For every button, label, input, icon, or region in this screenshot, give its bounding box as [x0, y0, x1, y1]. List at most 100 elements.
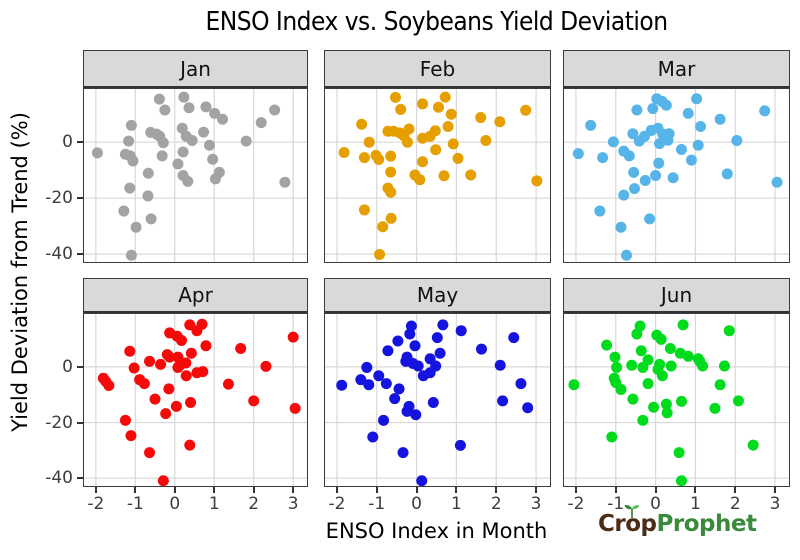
data-point — [397, 447, 409, 459]
data-point — [648, 401, 660, 413]
data-point — [437, 319, 449, 331]
x-tick-label: 1 — [689, 494, 701, 514]
data-point — [626, 359, 638, 371]
logo-text-crop: Crop — [598, 511, 657, 537]
data-point — [118, 205, 130, 217]
data-point — [355, 374, 367, 386]
x-tick-label: 3 — [530, 494, 542, 514]
facet-panel-jun — [563, 313, 790, 487]
chart-title: ENSO Index vs. Soybeans Yield Deviation — [205, 7, 668, 37]
data-point — [508, 332, 520, 344]
x-tick-label: 0 — [169, 494, 181, 514]
y-tick-label: -20 — [45, 412, 73, 433]
data-point — [522, 402, 534, 414]
data-point — [157, 475, 169, 486]
data-point — [142, 190, 154, 202]
data-point — [374, 248, 386, 260]
data-point — [338, 147, 350, 159]
data-point — [631, 104, 643, 116]
facet-panel-feb — [324, 88, 551, 263]
data-point — [125, 430, 137, 442]
data-point — [515, 378, 527, 390]
x-tick-label: 3 — [769, 494, 781, 514]
data-point — [127, 155, 139, 167]
x-tick-label: 2 — [490, 494, 502, 514]
data-point — [644, 213, 656, 225]
y-tick-mark — [77, 365, 83, 368]
data-point — [153, 93, 165, 105]
data-point — [200, 340, 212, 352]
data-point — [417, 98, 429, 110]
y-tick-label: -40 — [45, 468, 73, 489]
data-point — [417, 132, 429, 144]
data-point — [439, 91, 451, 103]
x-tick-label: -2 — [328, 494, 346, 514]
data-point — [585, 119, 597, 131]
data-point — [404, 328, 416, 340]
data-point — [660, 99, 672, 111]
data-point — [393, 383, 405, 395]
data-point — [615, 221, 627, 233]
data-point — [182, 175, 194, 187]
data-point — [392, 335, 404, 347]
data-point — [382, 345, 394, 357]
data-point — [480, 135, 492, 147]
data-point — [186, 135, 198, 147]
data-point — [410, 409, 422, 421]
data-point — [675, 475, 687, 486]
data-point — [650, 170, 662, 181]
data-point — [607, 136, 619, 148]
x-tick-label: 1 — [450, 494, 462, 514]
data-point — [358, 152, 370, 164]
data-point — [248, 395, 260, 407]
data-point — [412, 360, 424, 372]
y-tick-label: -40 — [45, 244, 73, 265]
data-point — [709, 402, 721, 414]
facet-strip-mar: Mar — [563, 50, 790, 88]
data-point — [431, 332, 443, 344]
data-point — [665, 360, 677, 372]
data-point — [656, 370, 668, 382]
x-tick-label: 2 — [729, 494, 741, 514]
data-point — [385, 150, 397, 162]
data-point — [207, 153, 219, 165]
data-point — [128, 362, 140, 374]
x-tick-mark — [173, 487, 176, 493]
x-tick-mark — [535, 487, 538, 493]
data-point — [675, 395, 687, 407]
data-point — [621, 249, 633, 261]
data-point — [675, 143, 687, 155]
data-point — [142, 167, 154, 179]
data-point — [627, 128, 639, 140]
data-point — [200, 101, 212, 113]
data-point — [389, 393, 401, 405]
data-point — [204, 139, 216, 151]
facet-plot-area — [564, 89, 789, 262]
data-point — [377, 221, 389, 233]
data-point — [395, 103, 407, 115]
data-point — [682, 107, 694, 119]
data-point — [240, 135, 252, 147]
x-tick-label: 1 — [208, 494, 220, 514]
data-point — [445, 108, 457, 120]
data-point — [714, 379, 726, 391]
data-point — [682, 350, 694, 362]
data-point — [531, 175, 543, 187]
data-point — [287, 331, 299, 343]
data-point — [164, 351, 176, 363]
data-point — [409, 340, 421, 352]
data-point — [180, 370, 192, 382]
x-tick-mark — [94, 487, 97, 493]
data-point — [119, 414, 131, 426]
data-point — [442, 121, 454, 133]
data-point — [637, 414, 649, 426]
data-point — [475, 112, 487, 124]
facet-strip-may: May — [324, 278, 551, 313]
x-tick-mark — [734, 487, 737, 493]
data-point — [125, 119, 137, 131]
data-point — [401, 405, 413, 417]
x-tick-mark — [292, 487, 295, 493]
x-tick-mark — [335, 487, 338, 493]
y-tick-mark — [77, 421, 83, 424]
